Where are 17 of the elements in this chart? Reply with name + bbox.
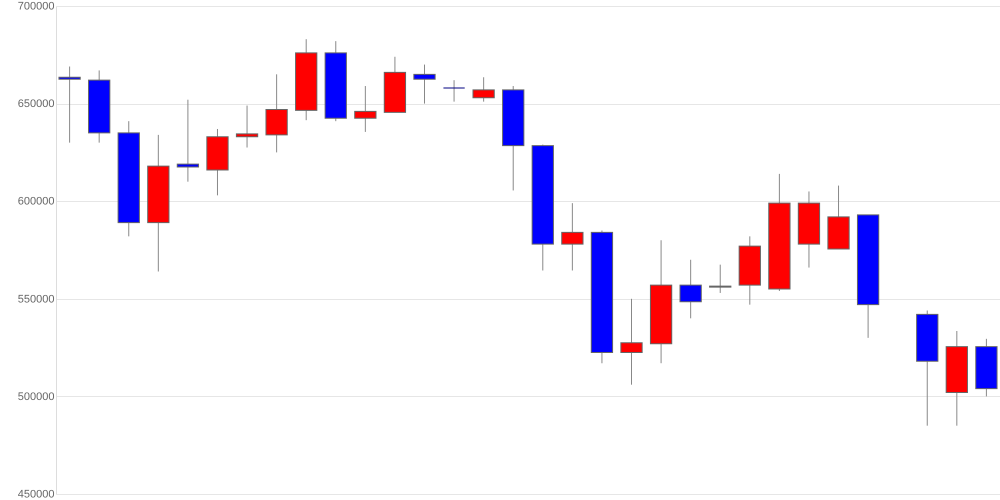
y-tick-label: 700000 [18, 0, 54, 12]
y-tick-label: 600000 [18, 196, 54, 208]
candlestick [354, 86, 376, 132]
y-tick-label: 500000 [18, 390, 54, 403]
candlestick [236, 105, 258, 148]
y-tick-label: 650000 [18, 98, 54, 110]
y-tick-label: 550000 [18, 293, 54, 306]
candlestick [620, 298, 643, 386]
y-tick-label: 450000 [18, 488, 54, 500]
candlestick [58, 66, 81, 144]
candlestick [709, 264, 732, 294]
candlestick [472, 76, 495, 102]
candlestick [176, 99, 200, 182]
candlestick [442, 80, 466, 102]
candlestick [680, 259, 702, 319]
candlestick [413, 64, 436, 104]
candlestick [561, 202, 584, 271]
